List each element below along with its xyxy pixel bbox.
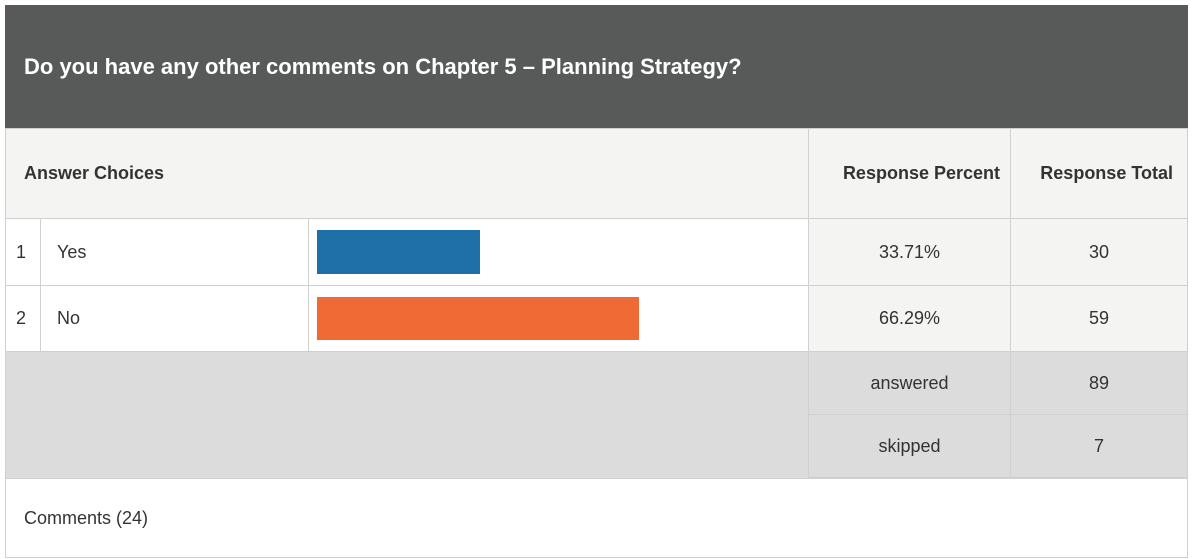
row-total: 30	[1010, 218, 1188, 286]
row-percent: 33.71%	[808, 218, 1011, 286]
row-percent: 66.29%	[808, 285, 1011, 352]
row-total: 59	[1010, 285, 1188, 352]
row-choice: No	[40, 285, 309, 352]
header-choices: Answer Choices	[5, 128, 809, 219]
summary-label: skipped	[808, 414, 1011, 478]
row-index: 1	[5, 218, 41, 286]
comments: Comments (24)	[5, 478, 1188, 558]
response-bar	[317, 230, 481, 274]
row-choice: Yes	[40, 218, 309, 286]
question-title: Do you have any other comments on Chapte…	[5, 5, 1188, 129]
header-percent: Response Percent	[808, 128, 1011, 219]
summary-label: answered	[808, 351, 1011, 415]
row-index: 2	[5, 285, 41, 352]
summary-value: 89	[1010, 351, 1188, 415]
response-bar	[317, 297, 639, 340]
summary-blank	[5, 351, 809, 479]
summary-value: 7	[1010, 414, 1188, 478]
header-total: Response Total	[1010, 128, 1188, 219]
